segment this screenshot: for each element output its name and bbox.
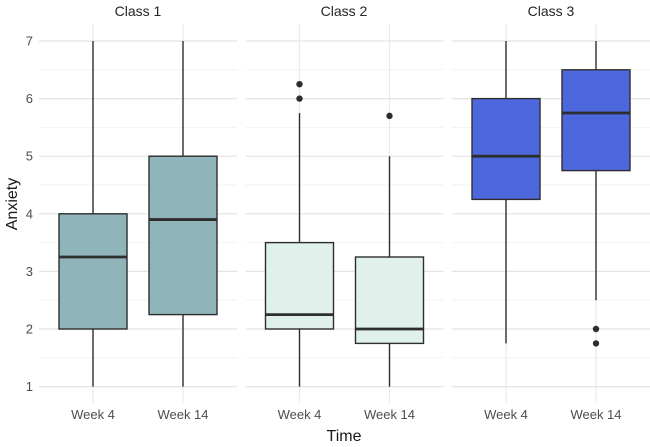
box-iqr (58, 213, 128, 330)
x-tick-label: Week 14 (364, 407, 415, 422)
x-tick-label: Week 14 (157, 407, 208, 422)
y-tick-label: 5 (26, 149, 33, 164)
x-tick-label: Week 14 (570, 407, 621, 422)
outlier-point (296, 95, 303, 102)
x-tick-label: Week 4 (71, 407, 115, 422)
box-iqr (354, 256, 425, 345)
box-iqr (561, 69, 631, 172)
y-tick-label: 7 (26, 34, 33, 49)
x-axis-title: Time (326, 428, 362, 445)
y-tick-label: 3 (26, 264, 33, 279)
y-tick-label: 1 (26, 379, 33, 394)
y-tick-label: 6 (26, 91, 33, 106)
x-tick-label: Week 4 (278, 407, 322, 422)
x-tick-label: Week 4 (484, 407, 528, 422)
outlier-point (592, 325, 600, 333)
box-iqr (471, 97, 541, 201)
facet-strip-class-3: Class 3 (527, 3, 575, 19)
box-iqr (148, 155, 218, 316)
outlier-point (386, 112, 393, 120)
y-tick-label: 4 (26, 206, 33, 221)
outlier-point (592, 340, 600, 347)
box-iqr (264, 241, 335, 330)
y-tick-label: 2 (26, 322, 33, 337)
facet-strip-class-2: Class 2 (320, 3, 368, 19)
facet-strip-class-1: Class 1 (114, 3, 162, 19)
y-axis-title: Anxiety (4, 177, 21, 231)
outlier-point (296, 81, 303, 88)
